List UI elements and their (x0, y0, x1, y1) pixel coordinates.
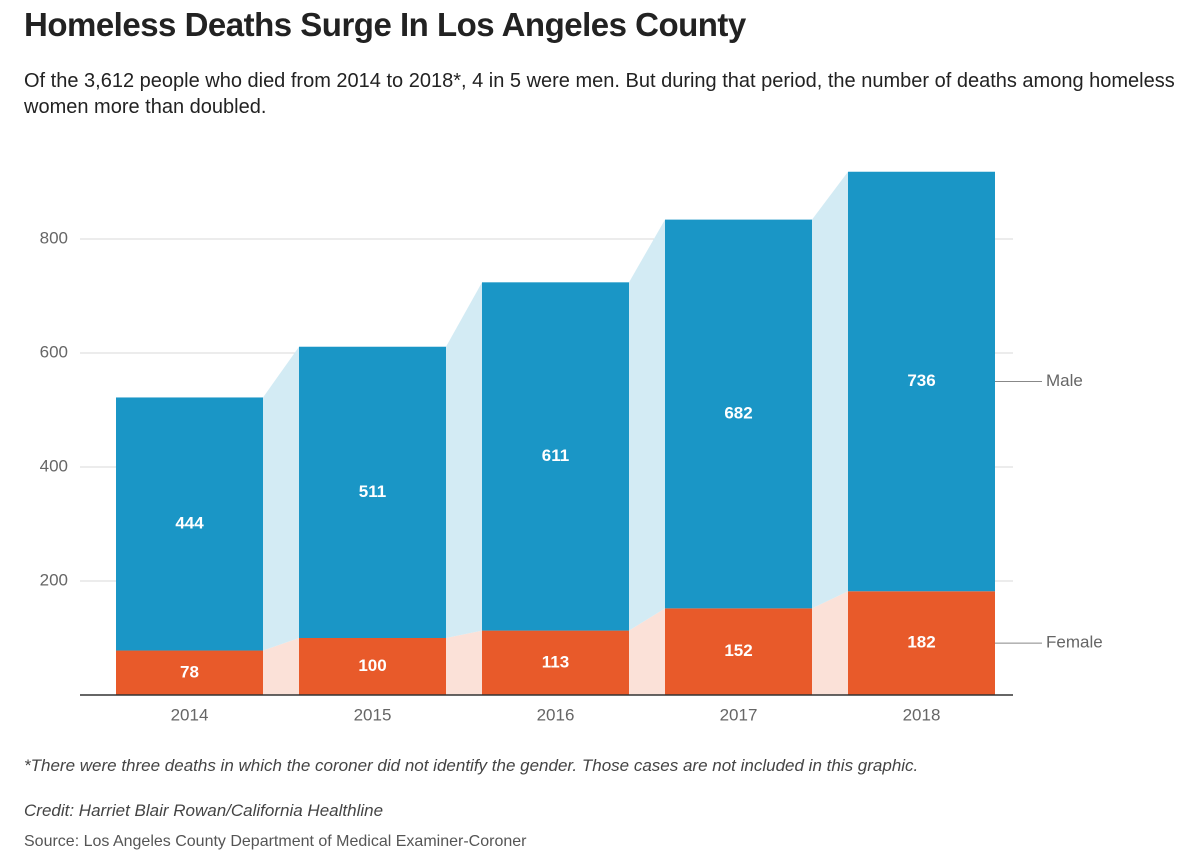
value-label: 113 (542, 652, 569, 671)
bar-segment (848, 591, 995, 695)
value-label: 682 (724, 403, 752, 422)
bar-segment (665, 608, 812, 695)
chart: 200 400 600 800 78 444 2014 100 511 2015 113 611 201… (40, 171, 1103, 724)
value-label: 100 (358, 656, 386, 675)
connector (446, 630, 482, 695)
x-tick-label: 2017 (720, 705, 758, 724)
value-label: 152 (724, 641, 752, 660)
value-label: 736 (907, 371, 935, 390)
bar-segment (482, 630, 629, 695)
value-label: 444 (175, 513, 204, 532)
chart-subtitle: Of the 3,612 people who died from 2014 t… (24, 70, 1175, 118)
bar-segment (299, 346, 446, 638)
connector (812, 591, 848, 695)
bar-segment (665, 219, 812, 609)
bar-segment (116, 650, 263, 695)
value-label: 611 (542, 446, 569, 465)
chart-title: Homeless Deaths Surge In Los Angeles Cou… (24, 6, 746, 43)
value-label: 511 (359, 482, 386, 501)
bar-segment (482, 282, 629, 631)
y-tick-label: 200 (40, 570, 68, 589)
connector (263, 346, 299, 651)
bar-segment (299, 638, 446, 695)
x-tick-label: 2015 (354, 705, 392, 724)
footnote: *There were three deaths in which the co… (24, 756, 919, 775)
x-tick-label: 2016 (537, 705, 575, 724)
x-tick-label: 2018 (903, 705, 941, 724)
bar-segment (116, 397, 263, 651)
connector (446, 282, 482, 638)
x-tick-label: 2014 (171, 705, 209, 724)
connector (629, 219, 665, 631)
connector (629, 608, 665, 695)
y-tick-label: 400 (40, 456, 68, 475)
value-label: 182 (907, 633, 935, 652)
source: Source: Los Angeles County Department of… (24, 833, 527, 850)
y-tick-label: 800 (40, 228, 68, 247)
series-label: Female (1046, 633, 1103, 652)
y-tick-label: 600 (40, 342, 68, 361)
credit: Credit: Harriet Blair Rowan/California H… (24, 801, 384, 820)
series-label: Male (1046, 371, 1083, 390)
connector (812, 171, 848, 609)
value-label: 78 (180, 662, 199, 681)
bar-segment (848, 171, 995, 592)
connector (263, 638, 299, 695)
